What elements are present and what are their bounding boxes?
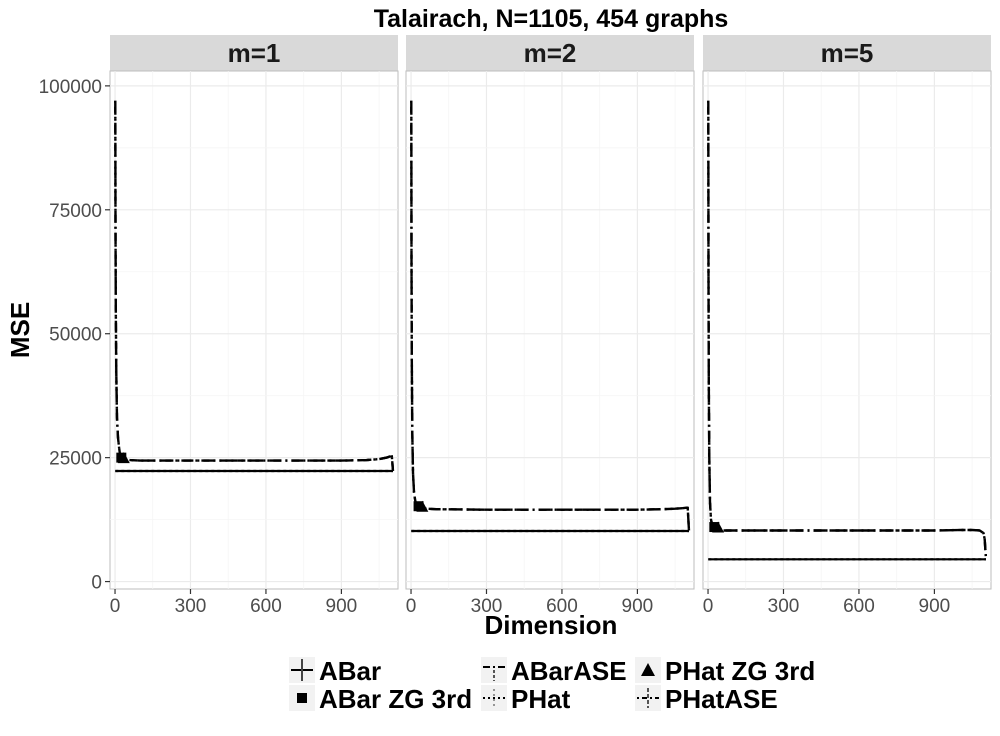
chart-title: Talairach, N=1105, 454 graphs (374, 5, 729, 33)
facet-strip (406, 35, 694, 71)
legend-point (641, 663, 655, 676)
legend-label: PHat ZG 3rd (665, 656, 815, 686)
facet-strip (110, 35, 398, 71)
legend-key-abar-zg-3rd (289, 685, 315, 711)
x-tick-label: 0 (110, 596, 121, 617)
point-phat-zg-3rd (712, 521, 725, 533)
y-tick-label: 50000 (49, 325, 102, 346)
x-tick-label: 600 (843, 596, 875, 617)
point-phat-zg-3rd (416, 500, 429, 512)
point-abar-zg-3rd (709, 522, 720, 533)
y-tick-label: 100000 (39, 77, 102, 98)
panel-background (405, 70, 695, 590)
legend-label: ABar (319, 656, 381, 686)
legend-key-phat (481, 685, 507, 711)
x-tick-label: 600 (546, 596, 578, 617)
x-tick-label: 600 (250, 596, 282, 617)
point-phat-zg-3rd (117, 452, 130, 464)
y-axis: 0 25000 50000 75000 100000 (39, 77, 110, 594)
y-tick-label: 25000 (49, 449, 102, 470)
legend-label: PHatASE (665, 684, 778, 714)
y-tick-label: 75000 (49, 201, 102, 222)
point-abar-zg-3rd (413, 501, 424, 512)
facet-strip-label: m=1 (228, 38, 281, 68)
legend-key-phat-zg-3rd (635, 657, 661, 683)
x-tick-label: 300 (175, 596, 207, 617)
x-tick-label: 0 (406, 596, 417, 617)
legend-label: ABar ZG 3rd (319, 684, 472, 714)
x-axis: 0 300 600 900 0 300 600 900 0 300 600 900 (110, 589, 951, 617)
x-tick-label: 300 (471, 596, 503, 617)
facet-panel-m5: m=5 (702, 35, 992, 590)
legend-label: PHat (511, 684, 571, 714)
x-axis-title: Dimension (485, 610, 618, 640)
panel-background (702, 70, 992, 590)
series-line-phatase (114, 100, 395, 472)
x-tick-label: 0 (703, 596, 714, 617)
y-axis-title: MSE (5, 302, 35, 358)
series-line-phatase (410, 100, 691, 532)
x-tick-label: 900 (326, 596, 358, 617)
legend-point (297, 693, 307, 703)
facet-panel-m1: m=1 (109, 35, 399, 590)
legend-key-abar (289, 657, 315, 683)
series-line-phatase (707, 100, 988, 560)
x-tick-label: 900 (919, 596, 951, 617)
facet-strip-label: m=5 (821, 38, 874, 68)
facet-strip (703, 35, 991, 71)
legend-key-abarase (481, 657, 507, 683)
legend-label: ABarASE (511, 656, 627, 686)
legend-key-phatase (635, 685, 661, 711)
panel-background (109, 70, 399, 590)
x-tick-label: 300 (768, 596, 800, 617)
y-tick-label: 0 (91, 573, 102, 594)
facet-panels: m=1 m=2 m=5 (109, 35, 992, 590)
x-tick-label: 900 (622, 596, 654, 617)
facet-strip-label: m=2 (524, 38, 577, 68)
facet-panel-m2: m=2 (405, 35, 695, 590)
